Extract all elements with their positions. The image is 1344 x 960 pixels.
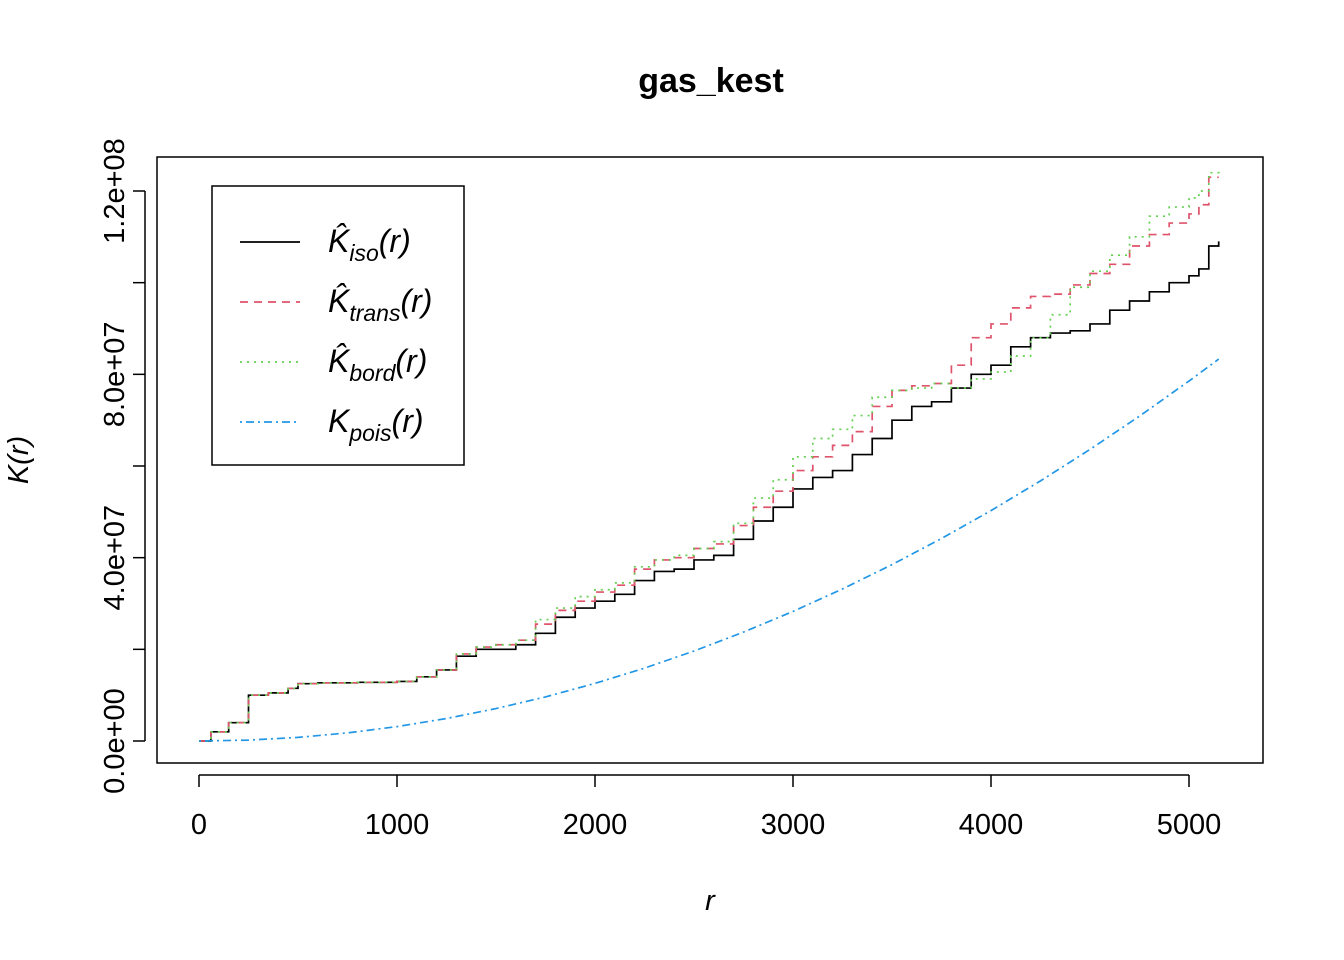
x-tick-label: 1000	[365, 809, 430, 841]
legend-label-bord: K̂bord(r)	[328, 343, 427, 386]
y-tick-label: 4.0e+07	[99, 505, 131, 611]
x-tick-label: 3000	[761, 809, 826, 841]
y-tick-label: 8.0e+07	[99, 322, 131, 428]
chart-title: gas_kest	[638, 62, 784, 100]
series-line-pois	[198, 358, 1220, 742]
x-tick-label: 0	[191, 809, 207, 841]
x-tick-label: 2000	[563, 809, 628, 841]
x-tick-label: 4000	[959, 809, 1024, 841]
plot-frame	[156, 156, 1264, 764]
series-line-trans	[199, 176, 1219, 742]
y-tick-label: 0.0e+00	[99, 688, 131, 794]
y-axis-label: K(r)	[3, 436, 35, 484]
x-tick-label: 5000	[1157, 809, 1222, 841]
x-axis-label: r	[705, 885, 716, 917]
legend-label-trans: K̂trans(r)	[328, 283, 432, 326]
legend-box	[211, 185, 465, 466]
legend-label-iso: K̂iso(r)	[328, 223, 411, 266]
x-axis: 0 1000 2000 3000 4000 5000	[191, 774, 1222, 841]
y-axis: 0.0e+00 4.0e+07 8.0e+07 1.2e+08	[99, 138, 146, 794]
legend: K̂iso(r) K̂trans(r) K̂bord(r) Kpois(r)	[211, 185, 465, 466]
series-layer	[198, 171, 1220, 742]
legend-label-pois: Kpois(r)	[328, 403, 424, 446]
y-tick-label: 1.2e+08	[99, 138, 131, 244]
